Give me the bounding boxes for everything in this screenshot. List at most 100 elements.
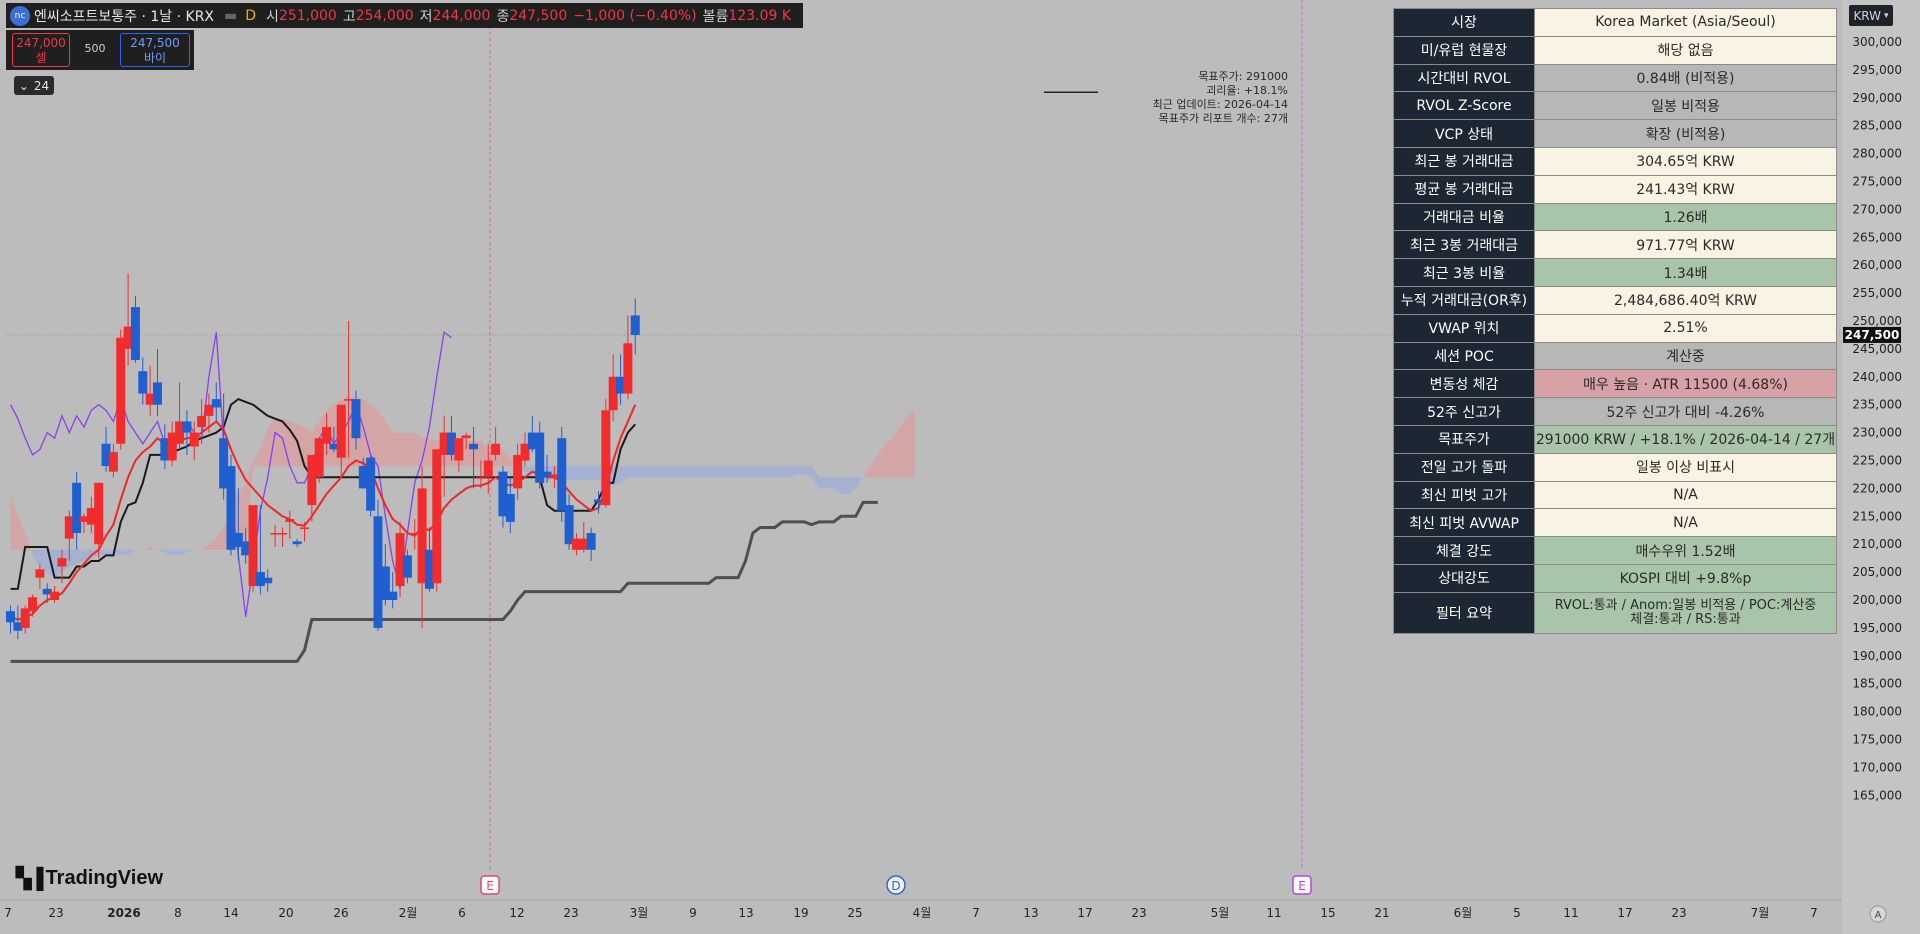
price-tick-label: 215,000	[1852, 509, 1902, 523]
info-value: 0.84배 (비적용)	[1534, 63, 1837, 93]
timeframe-badge[interactable]: D	[245, 7, 257, 24]
cloud-segment	[98, 549, 107, 556]
candle-body	[50, 591, 60, 600]
candle	[439, 415, 449, 497]
candle-body	[461, 435, 471, 439]
candle-body	[579, 538, 589, 550]
candle-body	[410, 533, 420, 535]
price-tick-label: 240,000	[1852, 370, 1902, 384]
time-tick-label: 13	[738, 906, 753, 920]
info-label: 최근 3봉 비율	[1393, 258, 1535, 287]
tradingview-mark-icon: ▚▐	[16, 868, 44, 890]
info-label: 필터 요약	[1393, 591, 1535, 634]
buy-button[interactable]: 247,500 바이	[120, 33, 190, 67]
cloud-segment	[767, 466, 775, 478]
earnings-marker	[480, 875, 500, 895]
last-price-label: 247,500	[1845, 328, 1900, 342]
candle	[145, 365, 155, 416]
target-note-line: 최근 업데이트: 2026-04-14	[1152, 98, 1288, 111]
cloud-segment	[855, 477, 864, 489]
cloud-segment	[106, 549, 114, 556]
candle	[461, 432, 471, 450]
cloud-segment	[172, 549, 180, 556]
price-tick-label: 295,000	[1852, 63, 1902, 77]
time-tick-label: 23	[1131, 906, 1146, 920]
cloud-segment	[267, 418, 276, 467]
event-marker-label: D	[891, 879, 900, 893]
target-note-line: 괴리율: +18.1%	[1206, 84, 1288, 97]
info-value: 2,484,686.40억 KRW	[1534, 285, 1837, 315]
filter-summary-value: RVOL:통과 / Anom:일봉 비적용 / POC:계산중 체결:통과 / R…	[1534, 591, 1837, 634]
price-tick-label: 225,000	[1852, 454, 1902, 468]
candle-body	[219, 438, 229, 489]
candle-body	[454, 438, 464, 461]
indicator-toggle-button[interactable]: ⌄ 24	[14, 76, 54, 95]
candle-body	[182, 421, 192, 433]
candle-body	[380, 566, 390, 600]
info-label: VCP 상태	[1393, 119, 1535, 148]
cloud-segment	[657, 466, 665, 478]
tradingview-logo[interactable]: ▚▐ TradingView	[16, 866, 163, 891]
candle	[535, 421, 545, 489]
cloud-segment	[157, 549, 165, 553]
info-row: 거래대금 비율 1.26배	[1393, 202, 1837, 232]
candle-body	[241, 541, 251, 556]
open-label: 시	[266, 8, 279, 25]
cloud-segment	[870, 454, 878, 478]
candle-body	[108, 452, 118, 472]
candle	[57, 549, 67, 584]
candle-body	[498, 471, 508, 517]
candle-body	[123, 326, 133, 349]
price-tick-label: 195,000	[1852, 621, 1902, 635]
cloud-segment	[297, 424, 305, 467]
price-axis-background	[1842, 0, 1920, 934]
symbol-title[interactable]: 엔씨소프트보통주 · 1날 · KRX	[34, 8, 215, 25]
spread-value: 500	[84, 42, 106, 55]
cloud-segment	[76, 549, 84, 564]
candle-body	[630, 315, 640, 335]
candle-body	[329, 443, 339, 450]
candle	[498, 466, 508, 528]
cloud-segment	[620, 466, 628, 483]
candle-body	[505, 493, 515, 522]
candle-body	[594, 499, 603, 503]
candle	[6, 605, 15, 634]
price-tick-label: 245,000	[1852, 342, 1902, 356]
cloud-segment	[694, 466, 702, 478]
candle	[329, 427, 339, 453]
candle	[608, 354, 618, 422]
candle	[241, 527, 251, 564]
time-tick-label: 12	[509, 906, 524, 920]
candle	[527, 415, 537, 453]
cloud-segment	[150, 546, 158, 550]
candle	[410, 519, 420, 550]
candle-body	[424, 549, 434, 589]
time-tick-label: 14	[223, 906, 238, 920]
cloud-segment	[716, 466, 724, 478]
cloud-segment	[701, 466, 709, 478]
info-value: 매우 높음 · ATR 11500 (4.68%)	[1534, 369, 1837, 399]
candle-body	[491, 443, 501, 455]
time-tick-label: 20	[278, 906, 293, 920]
cloud-segment	[392, 432, 401, 467]
time-tick-label: 17	[1617, 906, 1632, 920]
candle	[153, 348, 162, 416]
candle-body	[160, 438, 170, 461]
info-label: 세션 POC	[1393, 341, 1535, 371]
candle-body	[292, 541, 302, 545]
sell-button[interactable]: 247,000 셀	[12, 33, 70, 67]
candle-body	[439, 432, 449, 455]
currency-selector[interactable]: KRW ▾	[1849, 5, 1893, 26]
currency-label: KRW	[1853, 8, 1882, 23]
buy-price: 247,500	[130, 36, 180, 50]
cloud-segment	[686, 466, 695, 478]
brand-name: TradingView	[45, 867, 164, 889]
time-tick-label: 3월	[630, 906, 649, 920]
candle	[469, 427, 479, 489]
cloud-segment	[826, 477, 834, 489]
info-row: RVOL Z-Score 일봉 비적용	[1393, 91, 1837, 121]
cloud-segment	[591, 466, 599, 481]
cloud-segment	[789, 466, 797, 478]
symbol-header[interactable]: nc 엔씨소프트보통주 · 1날 · KRX ▬ D 시 251,000 고 254…	[6, 3, 804, 28]
